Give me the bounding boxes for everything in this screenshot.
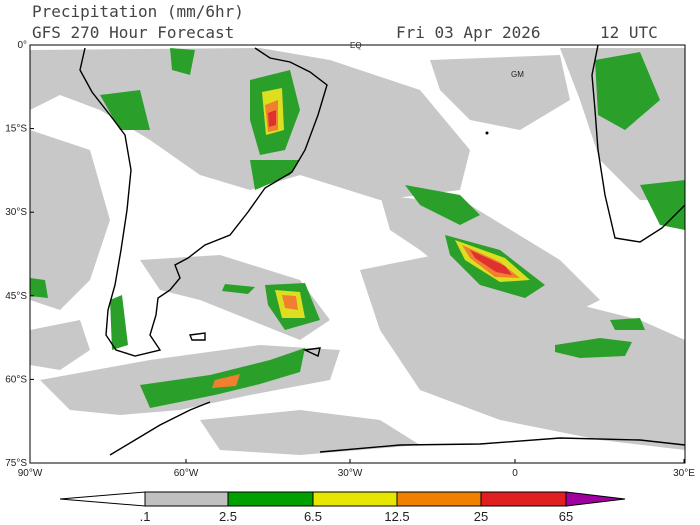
lat-label: 75°S [5,458,27,469]
lon-label: 0 [512,468,518,479]
lat-label: 45°S [5,291,27,302]
forecast-date: Fri 03 Apr 2026 [396,23,541,42]
colorbar-segment [396,491,482,507]
colorbar-segment [312,491,398,507]
colorbar-label: 65 [559,509,573,524]
colorbar-label: 6.5 [304,509,322,524]
colorbar-arrow [59,491,146,507]
lon-label: 90°W [18,468,43,479]
colorbar-label: .1 [140,509,151,524]
lat-label: 60°S [5,374,27,385]
subtitle: GFS 270 Hour Forecast [32,23,234,42]
colorbar-segment [480,491,567,507]
annotation: GM [511,70,524,79]
colorbar-arrow [565,491,626,507]
forecast-time: 12 UTC [600,23,658,42]
lat-label: 30°S [5,207,27,218]
colorbar-segment [144,491,229,507]
title: Precipitation (mm/6hr) [32,2,244,21]
lon-label: 30°W [338,468,363,479]
colorbar-label: 2.5 [219,509,237,524]
lon-label: 60°W [174,468,199,479]
lat-label: 15°S [5,124,27,135]
lat-label: 0° [17,40,27,51]
annotation: EQ [350,41,362,50]
colorbar-label: 25 [474,509,488,524]
colorbar-label: 12.5 [384,509,409,524]
colorbar-segment [227,491,314,507]
lon-label: 30°E [673,468,695,479]
map: EQ GM [29,41,686,464]
